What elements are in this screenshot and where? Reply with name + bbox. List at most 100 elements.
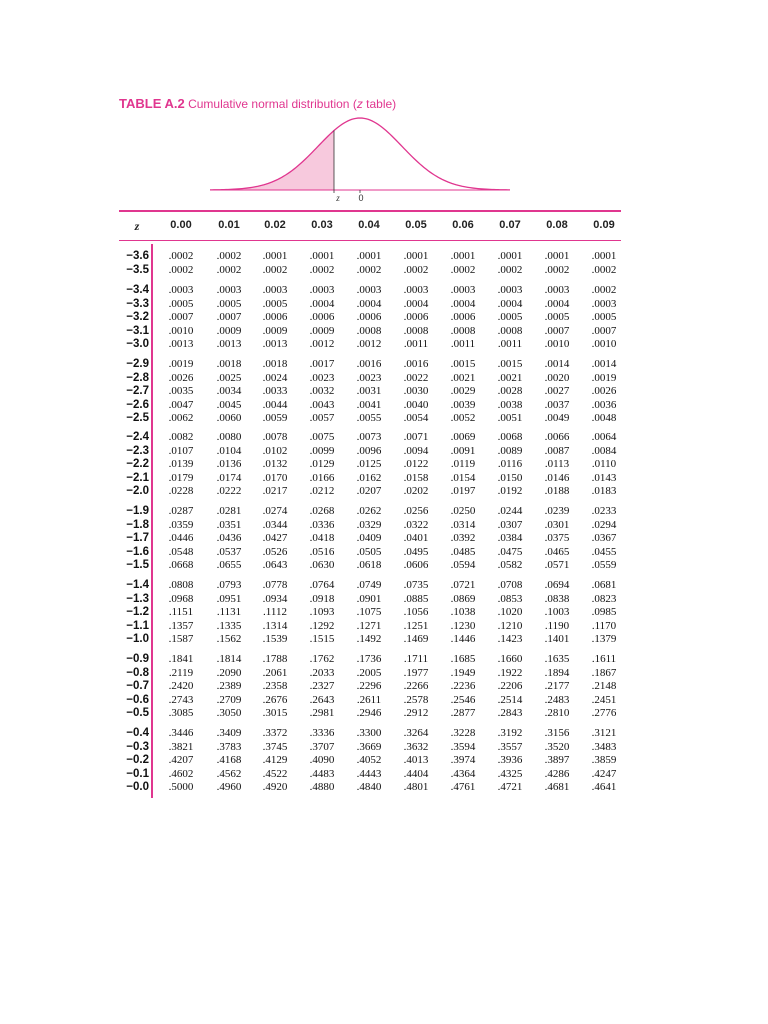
table-cell: .2420 — [168, 680, 194, 693]
table-cell: .4960 — [216, 781, 242, 794]
table-cell: .0004 — [309, 297, 335, 310]
table-cell: .1446 — [450, 633, 476, 646]
table-cell: .1401 — [544, 633, 570, 646]
table-cell: .1230 — [450, 619, 476, 632]
table-cell: .0033 — [262, 385, 288, 398]
table-cell: .0202 — [403, 485, 429, 498]
table-cell: .4602 — [168, 767, 194, 780]
table-cell: .0075 — [309, 431, 335, 443]
table-cell: .0934 — [262, 592, 288, 605]
table-cell: .0256 — [403, 505, 429, 517]
table-cell: .1949 — [450, 666, 476, 679]
header-col-2: 0.02 — [264, 219, 286, 231]
table-cell: .2148 — [591, 680, 617, 693]
table-cell: .2611 — [356, 693, 382, 706]
table-cell: .1210 — [497, 619, 523, 632]
table-cell: .0002 — [450, 263, 476, 276]
normal-curve-figure: z 0 — [210, 117, 510, 203]
table-cell: .0013 — [168, 338, 194, 351]
table-cell: .1314 — [262, 619, 288, 632]
z-value: −3.0 — [126, 338, 149, 351]
table-cell: .0001 — [262, 250, 288, 262]
table-cell: .0015 — [497, 358, 523, 370]
table-cell: .0154 — [450, 471, 476, 484]
table-cell: .0051 — [497, 412, 523, 425]
table-cell: .2206 — [497, 680, 523, 693]
z-value: −0.1 — [126, 767, 149, 780]
table-cell: .0143 — [591, 471, 617, 484]
table-cell: .0668 — [168, 559, 194, 572]
table-cell: .0329 — [356, 518, 382, 531]
table-cell: .0314 — [450, 518, 476, 531]
table-cell: .1271 — [356, 619, 382, 632]
table-cell: .0344 — [262, 518, 288, 531]
table-cell: .0003 — [309, 284, 335, 296]
table-title: TABLE A.2 Cumulative normal distribution… — [119, 96, 396, 111]
table-cell: .0002 — [216, 250, 242, 262]
table-cell: .0571 — [544, 559, 570, 572]
table-cell: .0057 — [309, 412, 335, 425]
table-cell: .0853 — [497, 592, 523, 605]
table-cell: .0359 — [168, 518, 194, 531]
z-value: −3.3 — [126, 297, 149, 310]
table-cell: .0041 — [356, 398, 382, 411]
table-cell: .0885 — [403, 592, 429, 605]
table-cell: .3669 — [356, 740, 382, 753]
table-cell: .0055 — [356, 412, 382, 425]
table-cell: .0003 — [403, 284, 429, 296]
table-cell: .0764 — [309, 579, 335, 591]
table-cell: .0207 — [356, 485, 382, 498]
table-cell: .1423 — [497, 633, 523, 646]
header-col-0: 0.00 — [170, 219, 192, 231]
header-col-3: 0.03 — [311, 219, 333, 231]
table-cell: .0014 — [591, 358, 617, 370]
table-cell: .2912 — [403, 707, 429, 720]
table-cell: .0001 — [403, 250, 429, 262]
table-cell: .0233 — [591, 505, 617, 517]
table-cell: .1611 — [591, 653, 617, 665]
table-cell: .0655 — [216, 559, 242, 572]
table-cell: .0099 — [309, 444, 335, 457]
table-cell: .0006 — [356, 311, 382, 324]
table-cell: .0002 — [262, 263, 288, 276]
shaded-area — [210, 130, 334, 190]
table-cell: .3557 — [497, 740, 523, 753]
table-cell: .1711 — [403, 653, 429, 665]
table-cell: .1003 — [544, 606, 570, 619]
table-cell: .0606 — [403, 559, 429, 572]
table-cell: .4721 — [497, 781, 523, 794]
table-cell: .2709 — [216, 693, 242, 706]
table-caption-end: table) — [362, 97, 397, 111]
z-value: −2.2 — [126, 458, 149, 471]
table-cell: .2676 — [262, 693, 288, 706]
header-col-8: 0.08 — [546, 219, 568, 231]
table-cell: .0003 — [168, 284, 194, 296]
table-caption-variable: z — [356, 97, 363, 111]
table-cell: .0250 — [450, 505, 476, 517]
table-cell: .0401 — [403, 532, 429, 545]
table-cell: .0002 — [497, 263, 523, 276]
table-cell: .2296 — [356, 680, 382, 693]
table-cell: .1151 — [168, 606, 194, 619]
table-cell: .0021 — [450, 371, 476, 384]
z-value: −2.4 — [126, 431, 149, 443]
table-cell: .0022 — [403, 371, 429, 384]
table-cell: .1867 — [591, 666, 617, 679]
table-cell: .0032 — [309, 385, 335, 398]
table-cell: .0008 — [497, 324, 523, 337]
z-value: −1.5 — [126, 559, 149, 572]
table-cell: .0007 — [216, 311, 242, 324]
z-axis-label: z — [335, 193, 340, 203]
table-cell: .0006 — [309, 311, 335, 324]
table-cell: .1379 — [591, 633, 617, 646]
table-cell: .1762 — [309, 653, 335, 665]
table-cell: .0096 — [356, 444, 382, 457]
table-cell: .3264 — [403, 727, 429, 739]
table-cell: .0336 — [309, 518, 335, 531]
table-cell: .0012 — [309, 338, 335, 351]
table-cell: .2005 — [356, 666, 382, 679]
table-cell: .3409 — [216, 727, 242, 739]
table-cell: .3483 — [591, 740, 617, 753]
table-cell: .2236 — [450, 680, 476, 693]
table-cell: .0018 — [216, 358, 242, 370]
